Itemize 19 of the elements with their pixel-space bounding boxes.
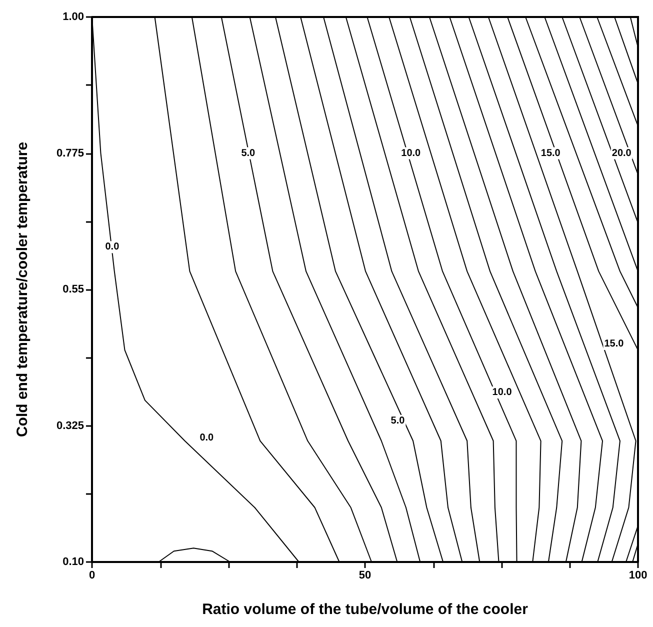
annotation: 15.0: [540, 148, 561, 159]
annotation: 0.0: [200, 432, 214, 444]
annotation: 10.0: [492, 386, 512, 398]
x-tick-label: 50: [358, 570, 372, 582]
y-tick-label: 0.55: [62, 284, 84, 296]
x-axis-title: Ratio volume of the tube/volume of the cooler: [202, 601, 528, 618]
annotation: 20.0: [612, 148, 632, 159]
annotation: 5.0: [241, 148, 256, 159]
annotation: 15.0: [604, 338, 624, 350]
annotation: 10.0: [401, 148, 422, 159]
x-tick-label: 100: [628, 570, 648, 582]
y-axis-title: Cold end temperature/cooler temperature: [14, 142, 31, 438]
x-tick-label: 0: [88, 570, 96, 582]
y-tick-label: 0.775: [56, 147, 84, 160]
y-tick-label: 0.325: [56, 420, 84, 432]
annotation: 5.0: [390, 415, 406, 426]
annotation: 0.0: [105, 242, 120, 253]
y-tick-label: 1.00: [62, 11, 84, 23]
y-tick-label: 0.10: [62, 556, 84, 568]
